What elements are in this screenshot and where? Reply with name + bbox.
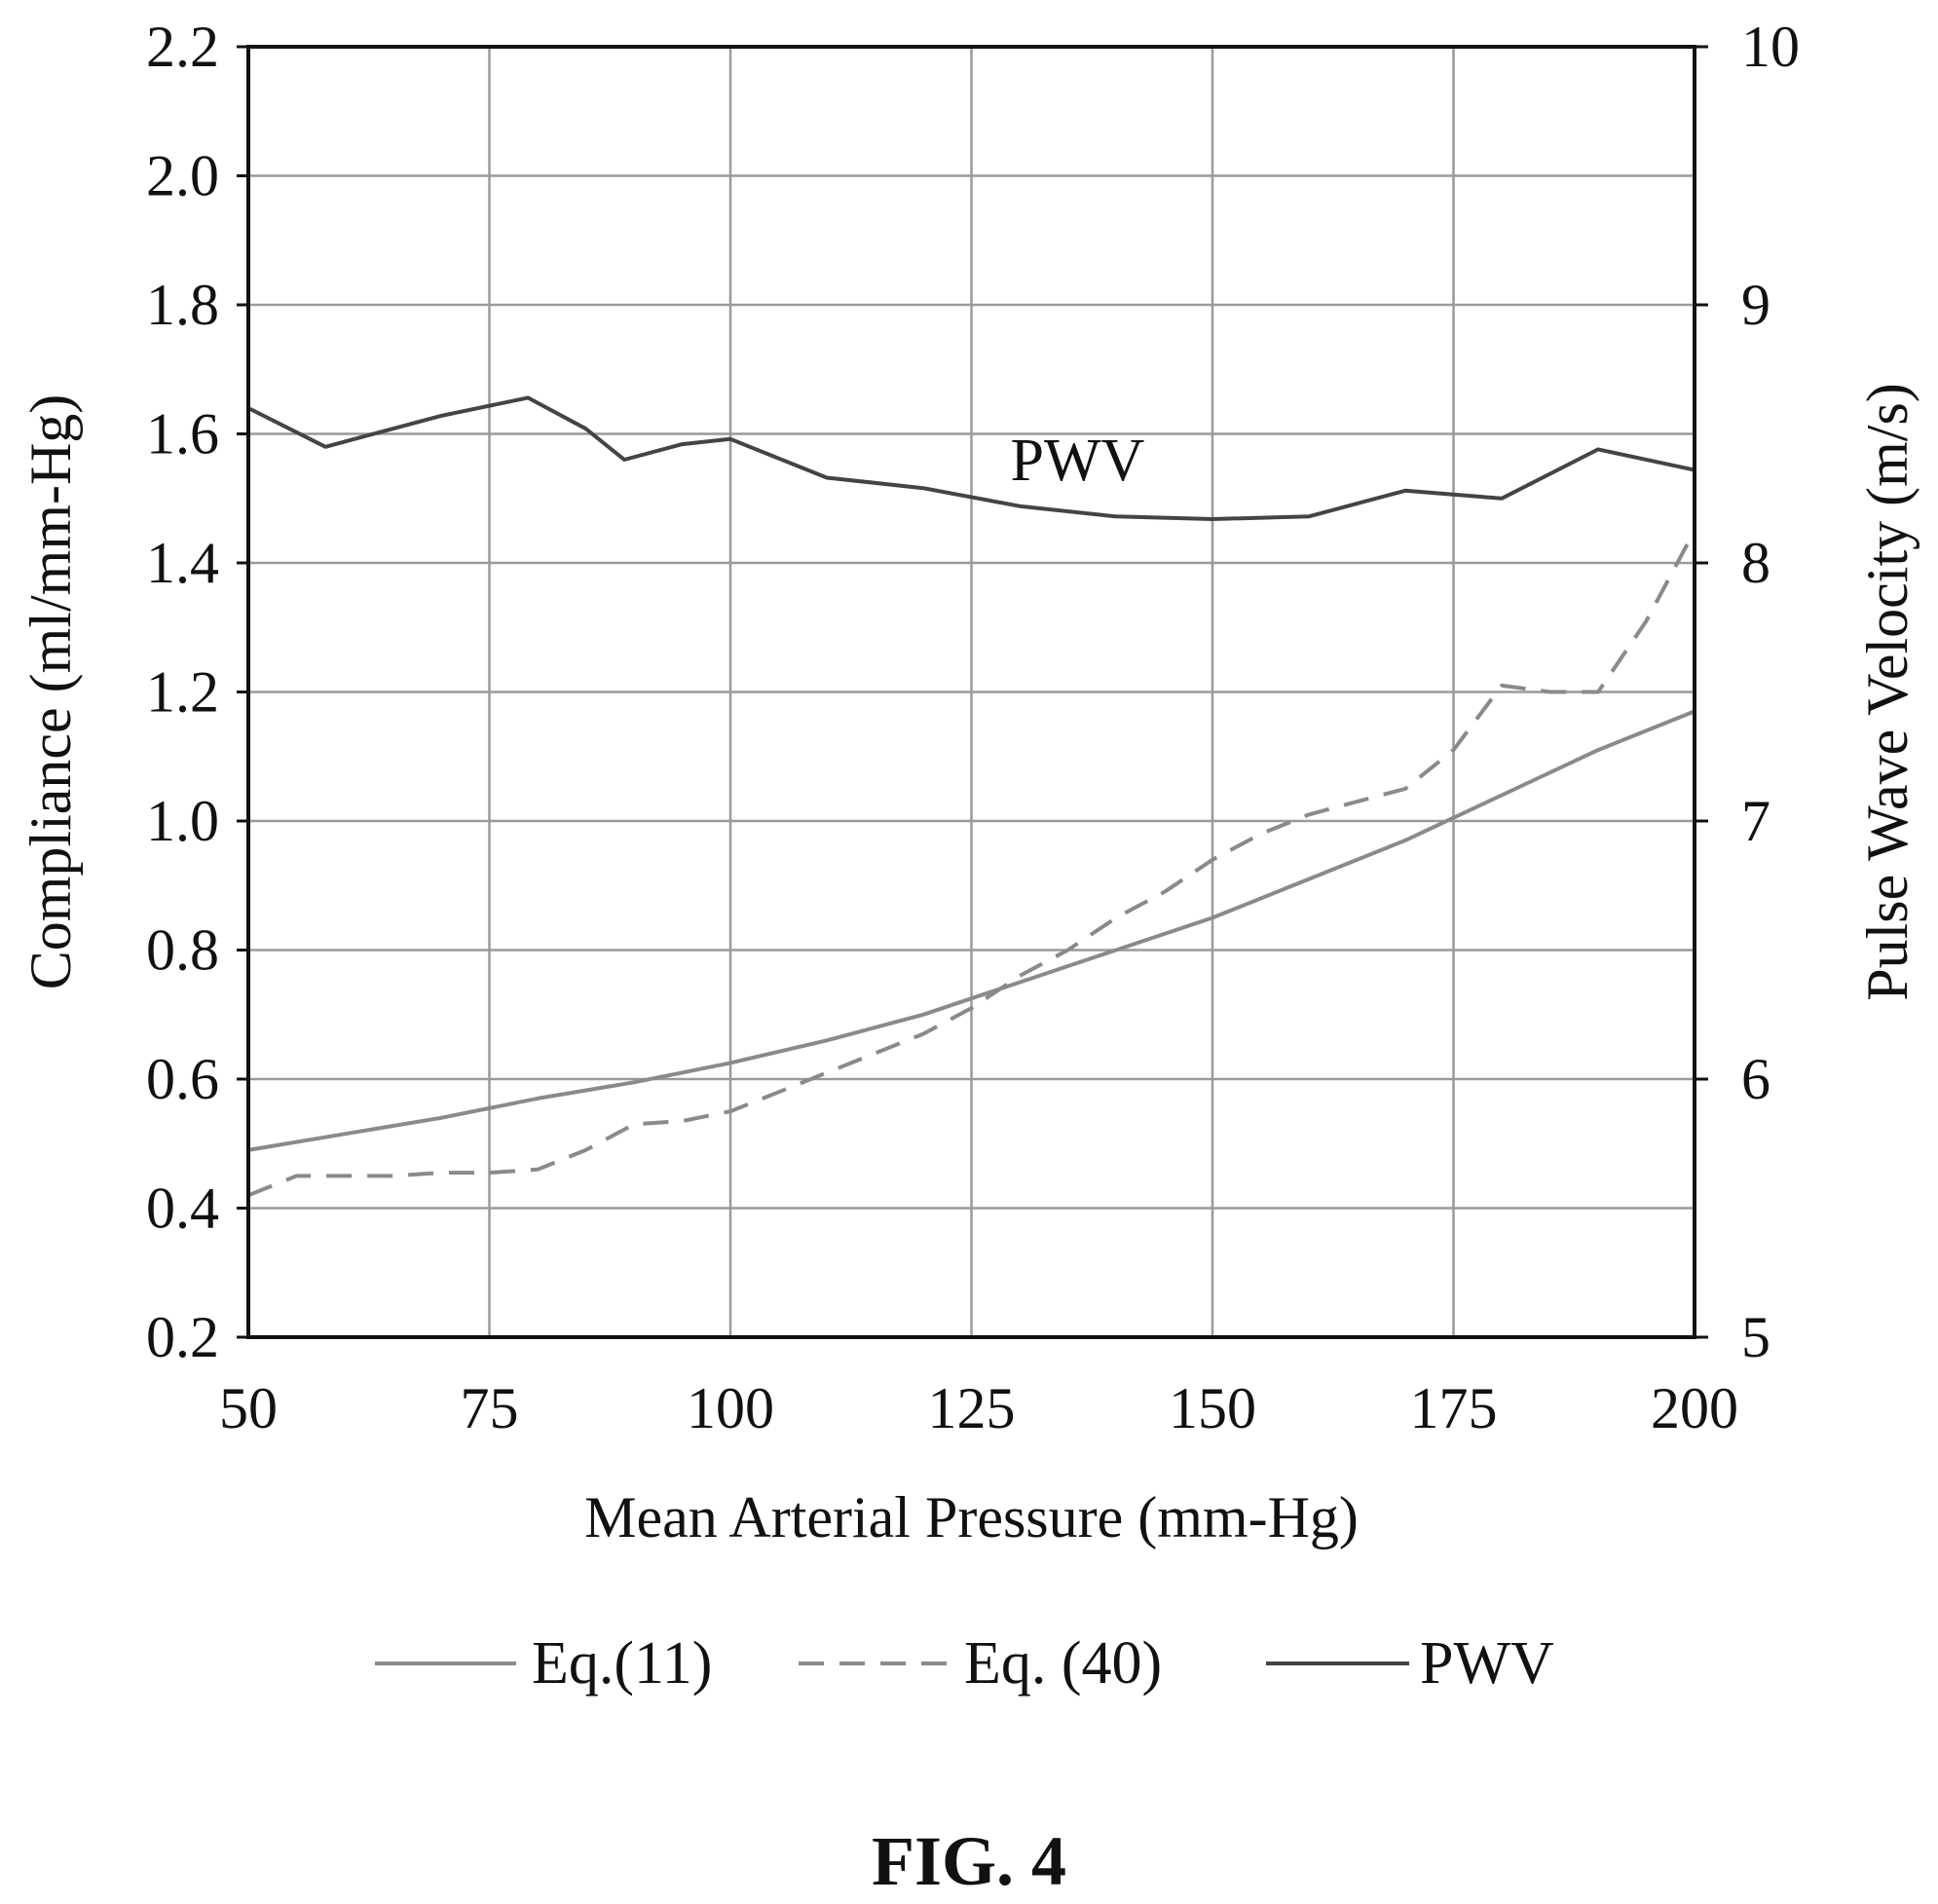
- legend-label-eq40: Eq. (40): [964, 1630, 1162, 1697]
- y-tick-label: 1.4: [146, 531, 219, 595]
- x-tick-label: 100: [687, 1376, 774, 1440]
- legend-label-eq11: Eq.(11): [532, 1630, 712, 1697]
- grid-lines: [246, 45, 1696, 1339]
- y2-axis-title: Pulse Wave Velocity (m/s): [1855, 383, 1919, 1001]
- series-line-eq11: [247, 709, 1696, 1152]
- series-line-pwv: [247, 395, 1696, 521]
- x-tick-label: 175: [1410, 1376, 1498, 1440]
- y-tick-label: 1.2: [146, 660, 219, 725]
- y-tick-label: 2.2: [146, 15, 219, 79]
- y-tick-label: 1.6: [146, 402, 219, 467]
- x-tick-label: 150: [1169, 1376, 1256, 1440]
- x-tick-label: 50: [219, 1376, 278, 1440]
- legend: Eq.(11) Eq. (40) PWV: [375, 1630, 1554, 1697]
- figure-caption: FIG. 4: [872, 1822, 1066, 1900]
- pwv-annotation: PWV: [1011, 428, 1145, 494]
- y2-tick-label: 6: [1741, 1047, 1770, 1111]
- y-tick-label: 0.6: [146, 1047, 219, 1111]
- series-line-eq40: [247, 529, 1696, 1198]
- axes-layer: 50 75 100 125 150 175 2000.20.40.60.81.01.21.4…: [146, 15, 1800, 1440]
- y-tick-label: 1.0: [146, 789, 219, 853]
- y-tick-label: 1.8: [146, 273, 219, 337]
- y-axis-title: Compliance (ml/mm-Hg): [19, 394, 83, 990]
- y2-tick-label: 9: [1741, 273, 1770, 337]
- series-layer: [247, 395, 1696, 1198]
- legend-label-pwv: PWV: [1420, 1630, 1554, 1697]
- y-tick-label: 0.2: [146, 1305, 219, 1369]
- y2-tick-label: 10: [1741, 15, 1800, 79]
- x-tick-label: 125: [928, 1376, 1016, 1440]
- x-tick-label: 200: [1651, 1376, 1738, 1440]
- y2-tick-label: 8: [1741, 531, 1770, 595]
- y-tick-label: 2.0: [146, 144, 219, 208]
- x-tick-label: 75: [461, 1376, 519, 1440]
- x-axis-title: Mean Arterial Pressure (mm-Hg): [584, 1485, 1359, 1549]
- y2-tick-label: 7: [1741, 789, 1770, 853]
- y2-tick-label: 5: [1741, 1305, 1770, 1369]
- y-tick-label: 0.8: [146, 918, 219, 983]
- y-tick-label: 0.4: [146, 1176, 219, 1241]
